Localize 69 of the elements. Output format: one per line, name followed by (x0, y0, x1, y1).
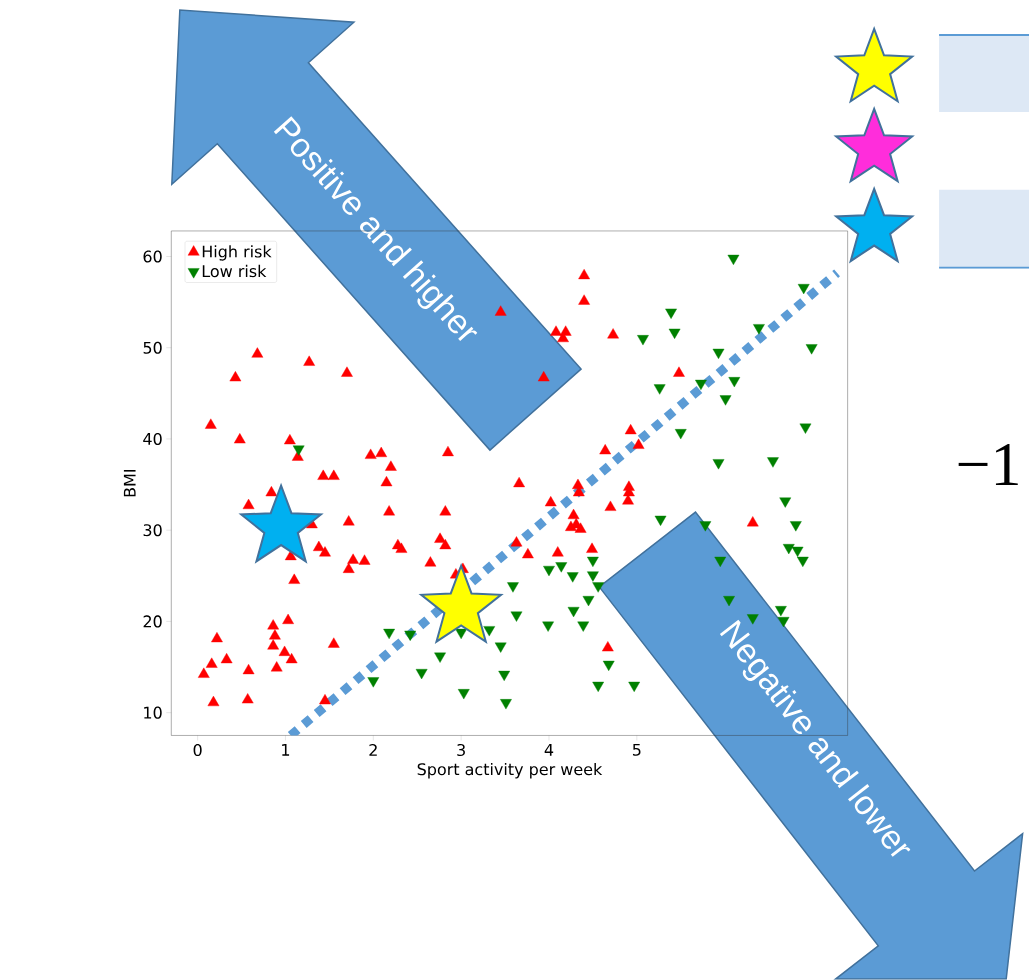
point (383, 629, 395, 640)
point (587, 571, 599, 582)
legend-label: Low risk (202, 264, 267, 278)
x-tick-label: 3 (457, 744, 465, 757)
point (712, 459, 725, 470)
point (789, 521, 802, 532)
x-tick-label: 5 (632, 744, 641, 756)
y-tick-label: 50 (143, 341, 162, 354)
y-tick-label: 30 (143, 524, 162, 537)
point (567, 607, 580, 618)
x-tick-label: 4 (544, 744, 554, 756)
point (714, 556, 727, 568)
x-tick-label: 0 (193, 744, 202, 757)
y-tick-label: 20 (143, 615, 162, 628)
point (753, 324, 765, 335)
point (654, 515, 667, 527)
point (457, 689, 470, 700)
point (555, 562, 568, 573)
point (719, 395, 732, 406)
point (587, 556, 599, 568)
point (494, 642, 507, 653)
point (775, 606, 787, 617)
point (404, 630, 417, 641)
point (592, 681, 604, 693)
point (510, 611, 523, 622)
point (455, 629, 467, 640)
x-tick-label: 2 (369, 744, 377, 756)
point (628, 681, 640, 693)
point (592, 582, 604, 593)
point (434, 652, 446, 663)
y-tick-label: 60 (143, 250, 162, 263)
point (665, 308, 677, 319)
point (415, 669, 428, 680)
point (367, 677, 380, 688)
text: −1 (958, 444, 1018, 486)
point (500, 699, 512, 710)
point (782, 544, 795, 555)
point (728, 377, 741, 388)
point (712, 348, 725, 360)
point (767, 457, 779, 468)
point (723, 596, 735, 607)
point (543, 566, 555, 577)
point (799, 423, 812, 434)
point (542, 621, 554, 632)
point (602, 660, 615, 672)
y-axis-title: BMI (123, 470, 136, 497)
point (668, 328, 681, 339)
point (699, 521, 712, 532)
point (695, 379, 707, 391)
point (653, 384, 666, 395)
point (582, 596, 595, 607)
x-tick-label: 1 (282, 744, 290, 756)
point (791, 546, 804, 558)
point (498, 670, 511, 682)
point (797, 556, 809, 568)
point (674, 429, 687, 440)
y-tick-label: 40 (143, 433, 162, 446)
point (727, 254, 740, 266)
legend-label: High risk (202, 245, 272, 261)
point (779, 497, 792, 508)
point (483, 626, 496, 637)
point (507, 582, 519, 593)
point (797, 284, 810, 295)
point (566, 572, 579, 583)
point (805, 344, 818, 355)
point (637, 335, 649, 346)
point (577, 621, 590, 632)
y-tick-label: 10 (144, 706, 162, 719)
x-axis-title: Sport activity per week (417, 763, 603, 779)
